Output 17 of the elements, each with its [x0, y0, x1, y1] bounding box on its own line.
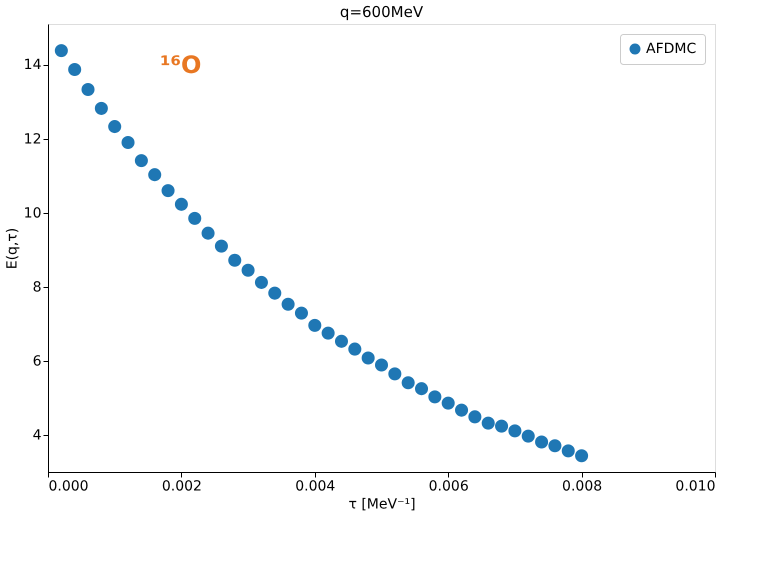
- x-axis-title: τ [MeV⁻¹]: [348, 496, 416, 512]
- y-tick-label: 14: [24, 57, 42, 74]
- y-tick-label: 12: [24, 131, 42, 148]
- x-tick-label: 0.006: [428, 478, 469, 494]
- y-tick-label: 6: [32, 353, 42, 370]
- x-tick-label: 0.002: [162, 478, 202, 494]
- x-tick-label: 0.008: [562, 478, 602, 494]
- y-tick-label: 10: [24, 205, 42, 222]
- y-tick-label: 8: [32, 279, 42, 296]
- legend-label: AFDMC: [646, 41, 696, 57]
- y-tick-label: 4: [32, 427, 42, 444]
- y-axis-title: E(q,τ): [4, 228, 21, 270]
- x-tick-label: 0.000: [48, 478, 89, 494]
- annotation: ¹⁶O: [160, 51, 202, 79]
- x-tick-label: 0.010: [675, 478, 716, 494]
- x-tick-label: 0.004: [295, 478, 336, 494]
- chart-title: q=600MeV: [340, 3, 424, 21]
